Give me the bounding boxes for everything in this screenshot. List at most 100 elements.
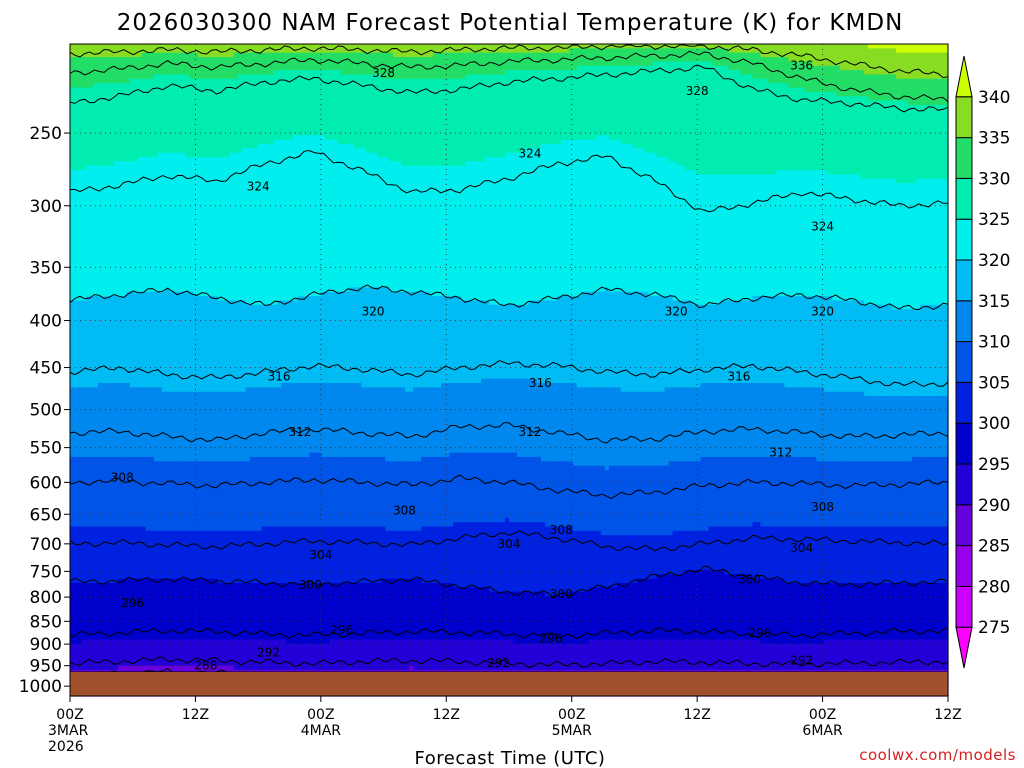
theta-cell <box>73 478 79 484</box>
theta-cell <box>117 661 123 667</box>
theta-cell <box>193 248 199 254</box>
theta-cell <box>81 44 87 49</box>
theta-cell <box>189 122 195 128</box>
theta-cell <box>129 243 135 249</box>
theta-cell <box>89 626 95 632</box>
theta-cell <box>97 422 103 428</box>
theta-cell <box>113 526 119 532</box>
theta-cell <box>70 617 75 623</box>
theta-cell <box>141 100 147 106</box>
theta-cell <box>101 256 107 262</box>
theta-cell <box>161 57 167 62</box>
theta-cell <box>117 587 123 593</box>
theta-cell <box>117 474 123 480</box>
theta-cell <box>197 226 203 232</box>
theta-cell <box>105 556 111 562</box>
theta-cell <box>81 639 87 645</box>
theta-cell <box>85 522 91 528</box>
theta-cell <box>157 378 163 384</box>
theta-cell <box>157 574 163 580</box>
theta-cell <box>165 530 171 536</box>
theta-cell <box>89 643 95 649</box>
theta-cell <box>141 626 147 632</box>
theta-cell <box>181 430 187 436</box>
theta-cell <box>89 191 95 197</box>
theta-cell <box>141 235 147 241</box>
theta-cell <box>93 200 99 206</box>
theta-cell <box>85 635 91 641</box>
theta-cell <box>173 239 179 245</box>
theta-cell <box>177 313 183 319</box>
theta-cell <box>117 135 123 141</box>
theta-cell <box>105 582 111 588</box>
theta-cell <box>141 535 147 541</box>
theta-cell <box>141 526 147 532</box>
theta-cell <box>141 604 147 610</box>
theta-cell <box>157 643 163 649</box>
theta-cell <box>77 513 83 519</box>
theta-cell <box>157 335 163 341</box>
theta-cell <box>153 44 159 49</box>
theta-cell <box>157 435 163 441</box>
theta-cell <box>189 339 195 345</box>
theta-cell <box>101 117 107 123</box>
theta-cell <box>165 496 171 501</box>
theta-cell <box>73 222 79 228</box>
theta-cell <box>161 635 167 641</box>
theta-cell <box>129 152 135 158</box>
theta-cell <box>113 383 119 388</box>
theta-cell <box>93 600 99 606</box>
theta-cell <box>125 52 131 58</box>
theta-cell <box>77 422 83 428</box>
theta-cell <box>113 483 119 488</box>
theta-cell <box>93 239 99 245</box>
theta-cell <box>101 361 107 367</box>
theta-cell <box>129 126 135 132</box>
theta-cell <box>197 396 203 402</box>
theta-cell <box>85 413 91 419</box>
theta-cell <box>97 626 103 632</box>
theta-cell <box>129 109 135 115</box>
theta-cell <box>113 296 119 302</box>
theta-cell <box>73 643 79 649</box>
theta-cell <box>149 422 155 428</box>
theta-cell <box>93 448 99 454</box>
theta-cell <box>161 400 167 406</box>
theta-cell <box>113 209 119 215</box>
theta-cell <box>197 548 203 554</box>
theta-cell <box>101 556 107 562</box>
theta-cell <box>109 335 115 341</box>
theta-cell <box>181 204 187 210</box>
theta-cell <box>173 661 179 667</box>
theta-cell <box>145 530 151 536</box>
theta-cell <box>185 587 191 593</box>
theta-cell <box>81 191 87 197</box>
theta-cell <box>137 591 143 597</box>
theta-cell <box>121 104 127 110</box>
theta-cell <box>73 57 79 62</box>
theta-cell <box>73 52 79 58</box>
theta-cell <box>185 635 191 641</box>
theta-cell <box>165 417 171 423</box>
theta-cell <box>77 404 83 410</box>
theta-cell <box>125 256 131 262</box>
theta-cell <box>101 48 107 54</box>
theta-cell <box>141 539 147 545</box>
theta-cell <box>105 378 111 384</box>
theta-cell <box>117 304 123 310</box>
theta-cell <box>165 148 171 154</box>
theta-cell <box>181 535 187 541</box>
theta-cell <box>181 383 187 388</box>
theta-cell <box>89 339 95 345</box>
theta-cell <box>177 383 183 388</box>
theta-cell <box>157 513 163 519</box>
theta-cell <box>133 109 139 115</box>
theta-cell <box>165 469 171 475</box>
theta-cell <box>141 143 147 149</box>
theta-cell <box>73 365 79 371</box>
theta-cell <box>133 483 139 488</box>
theta-cell <box>85 613 91 619</box>
theta-cell <box>177 348 183 354</box>
theta-cell <box>113 91 119 97</box>
theta-cell <box>109 343 115 349</box>
